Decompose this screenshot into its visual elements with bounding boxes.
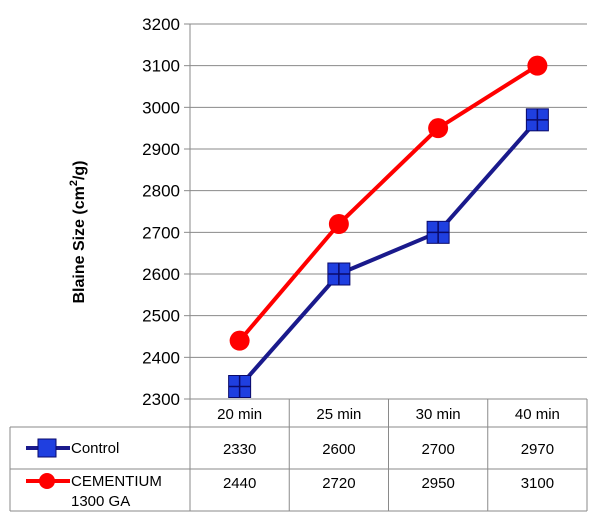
y-axis-title: Blaine Size (cm2/g) <box>68 160 88 303</box>
data-point-circle <box>428 118 449 139</box>
data-value-label: 2720 <box>322 475 355 492</box>
y-tick-label: 2500 <box>142 307 180 326</box>
y-tick-label: 3000 <box>142 98 180 117</box>
data-value-label: 2330 <box>223 441 256 458</box>
data-table: 20 min 25 min 30 min 40 min 2330 2600 2700 2970… <box>9 398 588 512</box>
y-tick-label: 2300 <box>142 390 180 409</box>
series-lines <box>238 63 539 388</box>
gridlines <box>190 23 587 400</box>
y-tick-label: 3200 <box>142 15 180 34</box>
legend-label: CEMENTIUM <box>71 473 162 490</box>
category-label: 25 min <box>316 406 361 423</box>
data-point-circle <box>229 330 250 351</box>
y-tick-label: 2600 <box>142 265 180 284</box>
y-tick-label: 2700 <box>142 223 180 242</box>
y-axis-title-tail: /g) <box>71 160 88 180</box>
legend-key-square <box>37 438 57 458</box>
y-tick-label: 2400 <box>142 348 180 367</box>
category-label: 40 min <box>515 406 560 423</box>
series-line-1 <box>238 63 539 342</box>
legend-label: 1300 GA <box>71 493 130 510</box>
y-tick-label: 2900 <box>142 140 180 159</box>
data-value-label: 2700 <box>421 441 454 458</box>
data-value-label: 2970 <box>521 441 554 458</box>
data-value-label: 2440 <box>223 475 256 492</box>
y-axis-title-main: Blaine Size (cm <box>71 186 88 303</box>
legend-key-circle <box>39 473 55 489</box>
legend-label: Control <box>71 440 119 457</box>
y-tick-label: 2800 <box>142 182 180 201</box>
data-value-label: 2950 <box>421 475 454 492</box>
series-line-0 <box>238 118 539 388</box>
category-label: 20 min <box>217 406 262 423</box>
y-tick-label: 3100 <box>142 57 180 76</box>
series-markers <box>228 55 549 398</box>
data-value-label: 2600 <box>322 441 355 458</box>
data-value-label: 3100 <box>521 475 554 492</box>
axes: 2300 2400 2500 2600 2700 2800 2900 3000 3100 3200 <box>142 15 191 409</box>
category-label: 30 min <box>416 406 461 423</box>
y-axis-title-superscript: 2 <box>68 180 80 186</box>
data-point-circle <box>328 214 349 234</box>
data-point-circle <box>527 55 548 76</box>
